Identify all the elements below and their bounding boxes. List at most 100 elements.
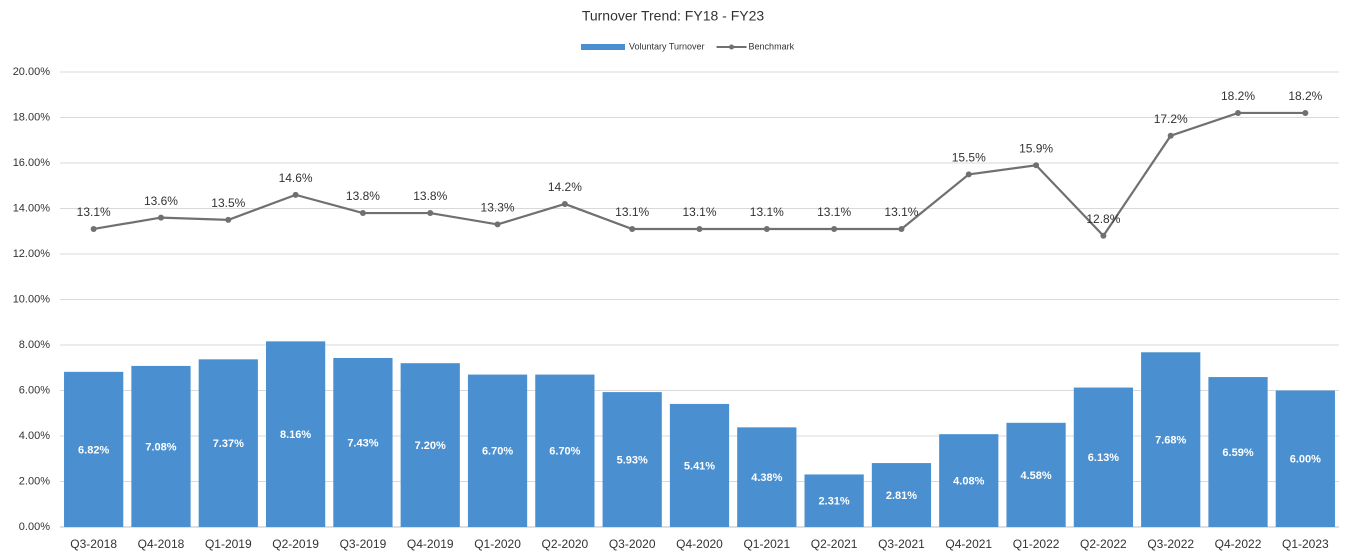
bar [265,341,326,527]
line-label: 13.1% [750,205,784,219]
line-point [1167,132,1174,139]
line-point [561,200,568,207]
bar-label: 5.41% [684,460,715,472]
bar [602,392,662,527]
line-label: 18.2% [1288,89,1322,103]
bar-label: 6.59% [1222,447,1253,459]
line-point [763,225,770,232]
line-label: 13.1% [817,205,851,219]
line-label: 12.8% [1086,212,1120,226]
line-label: 15.5% [952,151,986,165]
x-tick-label: Q3-2022 [1147,537,1194,551]
y-tick-label: 6.00% [19,384,50,396]
bar [400,363,460,527]
legend-swatch [581,44,625,50]
bar-label: 8.16% [280,429,311,441]
y-tick-label: 14.00% [13,202,51,214]
x-tick-label: Q4-2018 [138,537,185,551]
bar-label: 6.82% [78,444,109,456]
line-label: 13.1% [884,205,918,219]
line-point [359,210,366,217]
y-tick-label: 4.00% [19,430,50,442]
y-tick-label: 0.00% [19,521,50,533]
line-point [292,191,299,198]
bar [939,434,999,527]
x-tick-label: Q3-2020 [609,537,656,551]
bar-label: 7.20% [415,440,446,452]
bar [871,463,932,527]
bar-label: 6.70% [549,446,580,458]
line-label: 13.1% [682,205,716,219]
bar [669,403,730,527]
x-tick-label: Q4-2021 [945,537,992,551]
bar [1073,387,1134,527]
bar-label: 7.08% [145,441,176,453]
x-tick-label: Q3-2018 [70,537,117,551]
x-tick-label: Q4-2019 [407,537,454,551]
line-point [1100,232,1107,239]
line-point [1235,109,1242,116]
bar-label: 7.68% [1155,435,1186,447]
line-point [225,216,232,223]
line-label: 14.6% [279,171,313,185]
line-point [1033,162,1040,169]
line-label: 14.2% [548,180,582,194]
bar-label: 4.08% [953,475,984,487]
bar [737,427,797,527]
bar [467,374,528,527]
x-tick-label: Q1-2020 [474,537,521,551]
y-tick-label: 12.00% [13,248,51,260]
line-point [494,221,501,228]
y-tick-label: 2.00% [19,475,50,487]
line-point [157,214,164,221]
line-label: 17.2% [1154,112,1188,126]
x-tick-label: Q2-2020 [542,537,589,551]
x-tick-label: Q2-2021 [811,537,858,551]
bar-label: 7.37% [213,438,244,450]
line-label: 13.6% [144,194,178,208]
x-tick-label: Q4-2020 [676,537,723,551]
line-label: 13.8% [346,189,380,203]
line-label: 13.1% [77,205,111,219]
x-tick-label: Q2-2022 [1080,537,1127,551]
x-tick-label: Q1-2022 [1013,537,1060,551]
line-point [965,171,972,178]
bar [804,474,864,527]
chart-title: Turnover Trend: FY18 - FY23 [582,8,765,24]
x-tick-label: Q4-2022 [1215,537,1262,551]
x-tick-label: Q1-2023 [1282,537,1329,551]
bar [131,365,191,527]
bar-label: 4.38% [751,472,782,484]
line-point [696,225,703,232]
bar [1208,377,1268,527]
line-point [629,225,636,232]
bar-label: 2.81% [886,490,917,502]
x-tick-label: Q3-2019 [340,537,387,551]
line-label: 13.1% [615,205,649,219]
bar [535,374,595,527]
x-tick-label: Q1-2019 [205,537,252,551]
bar-label: 5.93% [617,454,648,466]
x-tick-label: Q1-2021 [743,537,790,551]
bar [198,359,258,527]
bar-label: 7.43% [347,437,378,449]
line-point [1302,109,1309,116]
x-tick-label: Q3-2021 [878,537,925,551]
line-label: 13.3% [481,201,515,215]
bar-label: 4.58% [1020,470,1051,482]
line-point [427,210,434,217]
bar-label: 2.31% [819,496,850,508]
line-label: 18.2% [1221,89,1255,103]
line-point [898,225,905,232]
y-tick-label: 16.00% [13,157,51,169]
line-label: 13.8% [413,189,447,203]
line-point [90,225,97,232]
y-tick-label: 10.00% [13,293,51,305]
y-tick-label: 8.00% [19,339,50,351]
x-tick-label: Q2-2019 [272,537,319,551]
bar [333,357,393,527]
bar [1275,390,1335,527]
y-tick-label: 20.00% [13,66,51,78]
bar [64,371,124,527]
